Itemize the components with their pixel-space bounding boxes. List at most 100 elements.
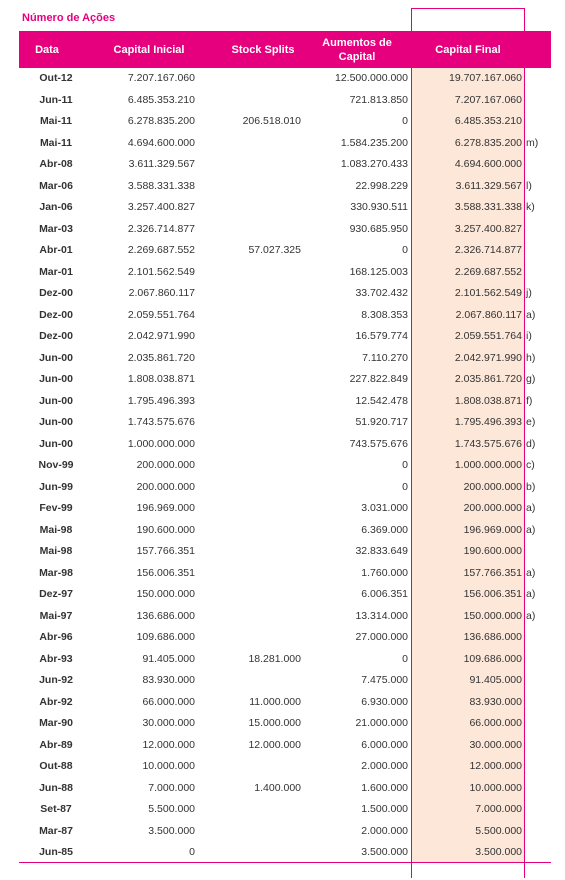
table-row: Abr-01 2.269.687.552 57.027.325 0 2.326.714.… xyxy=(19,240,551,262)
cell-note xyxy=(526,735,551,757)
cell-date: Mar-03 xyxy=(39,222,73,235)
cell-initial-capital: 136.686.000 xyxy=(136,609,195,622)
cell-final-capital: 83.930.000 xyxy=(469,695,522,708)
cell-final-capital: 5.500.000 xyxy=(475,824,522,837)
table-row: Jun-00 2.035.861.720 7.110.270 2.042.971.99… xyxy=(19,348,551,370)
cell-final-capital: 7.207.167.060 xyxy=(454,93,522,106)
cell-stock-splits xyxy=(195,90,301,112)
cell-initial-capital: 12.000.000 xyxy=(142,738,195,751)
cell-final-capital: 19.707.167.060 xyxy=(449,72,522,84)
cell-note xyxy=(526,799,551,821)
cell-initial-capital: 2.101.562.549 xyxy=(127,265,195,278)
cell-stock-splits xyxy=(195,68,301,90)
cell-capital-increase: 743.575.676 xyxy=(349,437,408,450)
table-row: Jun-11 6.485.353.210 721.813.850 7.207.167.… xyxy=(19,90,551,112)
cell-stock-splits xyxy=(195,369,301,391)
cell-final-capital: 2.042.971.990 xyxy=(454,351,522,364)
cell-final-capital: 91.405.000 xyxy=(469,674,522,686)
table-row: Mar-90 30.000.000 15.000.000 21.000.000 66.0… xyxy=(19,713,551,735)
cell-capital-increase: 930.685.950 xyxy=(349,222,408,235)
cell-note: l) xyxy=(526,179,532,192)
cell-initial-capital: 196.969.000 xyxy=(136,502,195,514)
cell-note xyxy=(526,713,551,735)
cell-stock-splits: 11.000.000 xyxy=(249,695,301,708)
cell-note: h) xyxy=(526,351,536,364)
cell-note xyxy=(526,90,551,112)
cell-final-capital: 3.611.329.567 xyxy=(455,179,522,192)
cell-final-capital: 3.588.331.338 xyxy=(454,201,522,213)
cell-final-capital: 2.059.551.764 xyxy=(454,330,522,342)
cell-date: Mai-98 xyxy=(39,545,73,557)
cell-final-capital: 3.257.400.827 xyxy=(454,222,522,235)
cell-date: Mai-98 xyxy=(39,523,73,536)
cell-date: Abr-96 xyxy=(39,631,73,643)
final-column-highlight xyxy=(412,68,524,862)
cell-capital-increase: 16.579.774 xyxy=(355,330,408,342)
cell-date: Mar-90 xyxy=(39,717,73,729)
cell-note: m) xyxy=(526,136,539,149)
cell-date: Mai-97 xyxy=(39,609,73,622)
cell-stock-splits xyxy=(195,541,301,563)
cell-capital-increase: 22.998.229 xyxy=(355,179,408,192)
cell-final-capital: 156.006.351 xyxy=(463,588,522,600)
cell-date: Jun-00 xyxy=(39,416,73,428)
cell-date: Jun-11 xyxy=(39,93,73,106)
cell-stock-splits xyxy=(195,821,301,843)
cell-initial-capital: 190.600.000 xyxy=(136,523,195,536)
cell-final-capital: 12.000.000 xyxy=(469,760,522,772)
table-row: Abr-96 109.686.000 27.000.000 136.686.000 xyxy=(19,627,551,649)
cell-stock-splits xyxy=(195,842,301,864)
cell-date: Mar-87 xyxy=(39,824,73,837)
table-row: Abr-93 91.405.000 18.281.000 0 109.686.000 xyxy=(19,649,551,671)
cell-note: a) xyxy=(526,502,536,514)
cell-date: Abr-89 xyxy=(39,738,73,751)
cell-capital-increase: 6.369.000 xyxy=(361,523,408,536)
cell-date: Mai-11 xyxy=(39,136,73,149)
cell-stock-splits: 12.000.000 xyxy=(248,738,301,751)
cell-date: Jun-88 xyxy=(39,781,73,794)
cell-date: Fev-99 xyxy=(39,502,73,514)
cell-note xyxy=(526,778,551,800)
bottom-rule xyxy=(19,862,551,863)
cell-note: i) xyxy=(526,330,532,342)
cell-final-capital: 10.000.000 xyxy=(469,781,522,794)
cell-note: b) xyxy=(526,480,536,493)
cell-final-capital: 150.000.000 xyxy=(463,609,522,622)
cell-stock-splits: 18.281.000 xyxy=(248,652,301,665)
cell-final-capital: 6.485.353.210 xyxy=(454,115,522,127)
cell-initial-capital: 2.042.971.990 xyxy=(127,330,195,342)
cell-note: a) xyxy=(526,588,536,600)
cell-capital-increase: 721.813.850 xyxy=(349,93,408,106)
cell-capital-increase: 3.500.000 xyxy=(361,846,408,858)
cell-date: Jan-06 xyxy=(39,201,73,213)
cell-initial-capital: 2.059.551.764 xyxy=(127,308,195,321)
cell-date: Abr-08 xyxy=(39,158,73,170)
cell-capital-increase: 2.000.000 xyxy=(361,824,408,837)
table-row: Jun-85 0 3.500.000 3.500.000 xyxy=(19,842,551,864)
cell-capital-increase: 0 xyxy=(402,480,408,493)
cell-initial-capital: 3.588.331.338 xyxy=(127,179,195,192)
cell-final-capital: 190.600.000 xyxy=(463,545,522,557)
cell-note xyxy=(526,240,551,262)
cell-stock-splits xyxy=(195,627,301,649)
header-capital-increases: Aumentos de Capital xyxy=(322,36,392,63)
cell-note xyxy=(526,821,551,843)
cell-capital-increase: 51.920.717 xyxy=(355,416,408,428)
cell-capital-increase: 8.308.353 xyxy=(361,308,408,321)
cell-initial-capital: 7.000.000 xyxy=(148,781,195,794)
cell-date: Abr-93 xyxy=(39,652,73,665)
cell-capital-increase: 7.475.000 xyxy=(361,674,408,686)
table-row: Mar-98 156.006.351 1.760.000 157.766.351 a) xyxy=(19,563,551,585)
cell-date: Out-88 xyxy=(39,760,73,772)
cell-capital-increase: 0 xyxy=(402,652,408,665)
cell-final-capital: 1.743.575.676 xyxy=(454,437,522,450)
table-row: Mai-98 157.766.351 32.833.649 190.600.000 xyxy=(19,541,551,563)
cell-initial-capital: 150.000.000 xyxy=(136,588,195,600)
cell-stock-splits xyxy=(195,670,301,692)
cell-note xyxy=(526,262,551,284)
cell-final-capital: 196.969.000 xyxy=(463,523,522,536)
cell-initial-capital: 83.930.000 xyxy=(142,674,195,686)
cell-initial-capital: 1.795.496.393 xyxy=(127,394,195,407)
cell-date: Jun-00 xyxy=(39,394,73,407)
cell-capital-increase: 6.930.000 xyxy=(361,695,408,708)
